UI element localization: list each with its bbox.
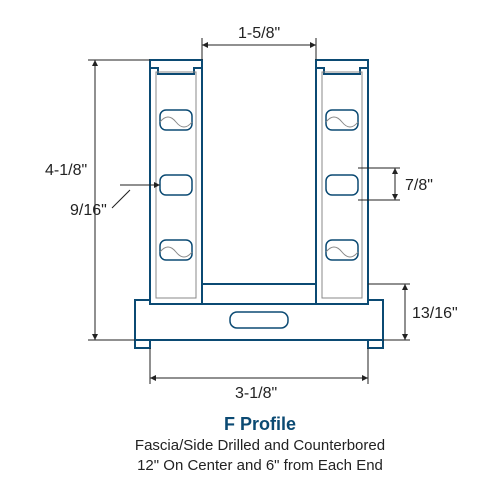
right-lip xyxy=(368,340,383,348)
dim-overall-width: 3-1/8" xyxy=(235,385,277,402)
left-lip xyxy=(135,340,150,348)
slot xyxy=(160,175,192,195)
dim-base-height: 13/16" xyxy=(412,305,458,322)
slot xyxy=(326,240,358,260)
slot xyxy=(326,110,358,130)
dim-overall-height: 4-1/8" xyxy=(45,162,87,179)
dim-slot-height: 7/8" xyxy=(405,177,433,194)
dim-inner-width: 1-5/8" xyxy=(238,25,280,42)
slot xyxy=(326,175,358,195)
subtitle-line-2: 12" On Center and 6" from Each End xyxy=(137,457,383,474)
subtitle-line-1: Fascia/Side Drilled and Counterbored xyxy=(135,437,385,454)
slot xyxy=(160,110,192,130)
channel-bottom xyxy=(202,284,316,304)
slot xyxy=(160,240,192,260)
dim-slot-width: 9/16" xyxy=(70,202,107,219)
base-slot xyxy=(230,312,288,328)
profile-diagram: 1-5/8" 4-1/8" 9/16" 7/8" 13/16" 3-1/8" F… xyxy=(0,0,500,500)
title: F Profile xyxy=(224,414,296,434)
